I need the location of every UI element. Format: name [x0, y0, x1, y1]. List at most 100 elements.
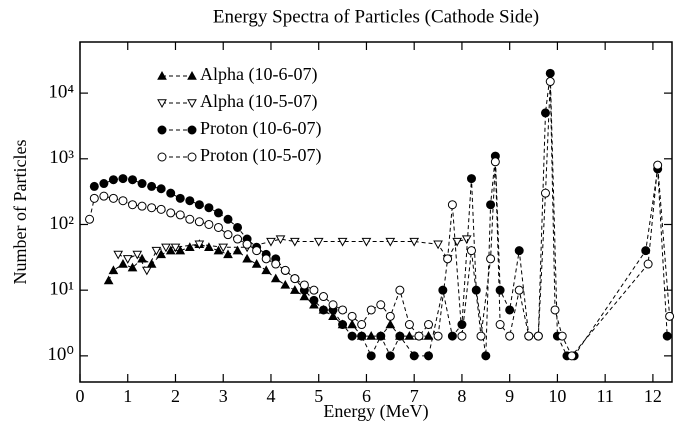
y-axis-label: Number of Particles [10, 140, 30, 285]
data-point [204, 203, 214, 213]
data-point [137, 179, 147, 189]
legend-marker [187, 152, 197, 162]
data-point [486, 200, 496, 210]
legend-marker [187, 99, 197, 109]
data-point [127, 262, 138, 272]
data-point [385, 311, 395, 321]
data-point [395, 331, 405, 341]
data-point [252, 246, 262, 256]
legend-label: Alpha (10-5-07) [200, 91, 317, 112]
data-point [266, 237, 276, 247]
data-point [242, 239, 252, 249]
x-tick-label: 6 [362, 386, 371, 406]
data-point [495, 285, 505, 295]
data-point [357, 331, 367, 341]
x-tick-label: 7 [410, 386, 419, 406]
data-point [376, 331, 386, 341]
x-tick-label: 3 [219, 386, 228, 406]
data-point [540, 188, 550, 198]
data-point [128, 200, 138, 210]
data-point [147, 181, 157, 191]
data-point [85, 214, 95, 224]
data-point [643, 259, 653, 269]
data-point [271, 259, 281, 269]
data-point [280, 279, 291, 289]
data-point [347, 319, 357, 329]
data-point [151, 246, 162, 256]
data-point [223, 230, 233, 240]
data-point [194, 240, 205, 250]
y-tick-label: 10² [49, 213, 74, 234]
data-point [175, 245, 186, 255]
data-point [423, 331, 434, 340]
y-tick-label: 10¹ [49, 279, 74, 300]
data-point [366, 351, 376, 361]
legend-label: Proton (10-5-07) [200, 145, 321, 166]
y-tick-label: 10⁴ [48, 81, 74, 102]
data-point [156, 184, 166, 194]
data-point [505, 305, 515, 315]
data-point [495, 320, 505, 330]
data-point [557, 331, 567, 341]
data-point [128, 175, 138, 185]
legend-marker [157, 152, 167, 162]
legend-label: Proton (10-6-07) [200, 118, 321, 139]
data-point [385, 319, 396, 329]
legend-marker [157, 70, 167, 80]
data-point [290, 274, 300, 284]
data-point [404, 331, 415, 340]
data-point [156, 249, 167, 259]
data-point [466, 174, 476, 184]
data-point [213, 222, 223, 232]
data-point [457, 331, 467, 341]
plot-frame [79, 41, 673, 383]
data-point [156, 204, 166, 214]
series-line [89, 81, 671, 357]
x-axis-label: Energy (MeV) [323, 401, 428, 422]
data-point [433, 331, 443, 341]
data-point [505, 331, 515, 341]
data-point [223, 249, 233, 259]
data-point [108, 175, 118, 185]
data-point [299, 280, 309, 290]
x-tick-label: 5 [314, 386, 323, 406]
data-point [166, 208, 176, 218]
data-point [313, 237, 324, 247]
legend-label: Alpha (10-6-07) [200, 64, 317, 85]
data-point [170, 243, 181, 253]
data-point [185, 196, 195, 206]
data-point [424, 320, 434, 330]
data-point [357, 320, 367, 330]
data-point [232, 245, 243, 255]
data-point [99, 191, 109, 201]
data-point [486, 254, 496, 264]
data-point [213, 245, 224, 255]
data-point [261, 254, 271, 264]
data-point [641, 246, 651, 256]
data-point [275, 235, 286, 245]
x-tick-label: 8 [457, 386, 466, 406]
data-point [194, 217, 204, 227]
x-tick-label: 12 [644, 386, 662, 406]
data-point [347, 331, 357, 341]
data-point [299, 291, 310, 301]
data-point [662, 331, 672, 341]
data-point [289, 285, 300, 294]
legend-marker [157, 99, 167, 109]
x-tick-label: 9 [505, 386, 514, 406]
data-point [184, 242, 195, 251]
data-point [545, 77, 555, 87]
data-point [395, 285, 405, 295]
data-point [261, 265, 272, 275]
data-point [476, 331, 486, 341]
data-point [366, 331, 377, 340]
data-point [141, 266, 152, 276]
data-point [438, 285, 448, 295]
x-tick-label: 4 [266, 386, 275, 406]
data-point [223, 214, 233, 224]
data-point [328, 300, 338, 310]
data-point [89, 193, 99, 203]
data-point [447, 331, 457, 341]
data-point [122, 255, 133, 264]
